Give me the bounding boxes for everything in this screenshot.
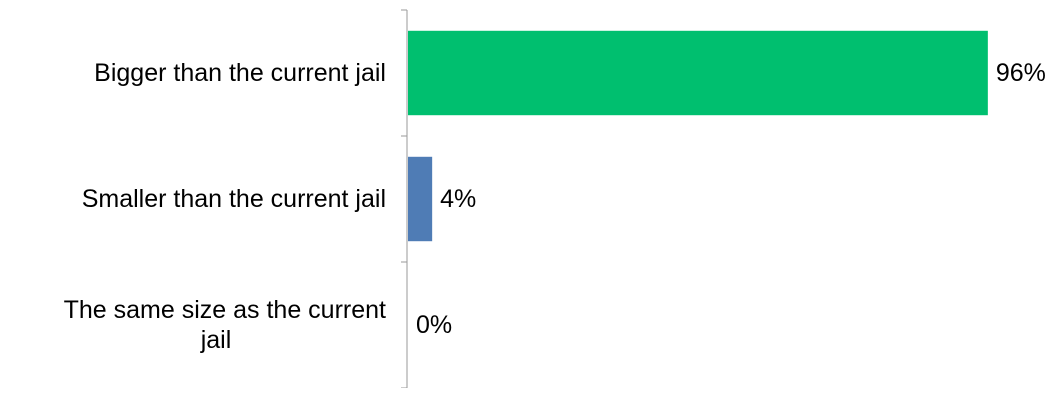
category-label: The same size as the current — [64, 296, 386, 324]
category-label: Bigger than the current jail — [94, 59, 386, 87]
data-label: 0% — [416, 311, 452, 339]
category-label: jail — [200, 326, 232, 354]
axis-layer — [401, 9, 408, 389]
category-label: Smaller than the current jail — [82, 185, 386, 213]
data-label: 96% — [996, 59, 1046, 87]
bar-layer — [408, 30, 988, 242]
bar-1 — [408, 30, 988, 116]
data-label: 4% — [440, 185, 476, 213]
bar-2 — [408, 156, 433, 242]
label-layer: 96% Bigger than the current jail 4% Smaller… — [64, 59, 1046, 354]
